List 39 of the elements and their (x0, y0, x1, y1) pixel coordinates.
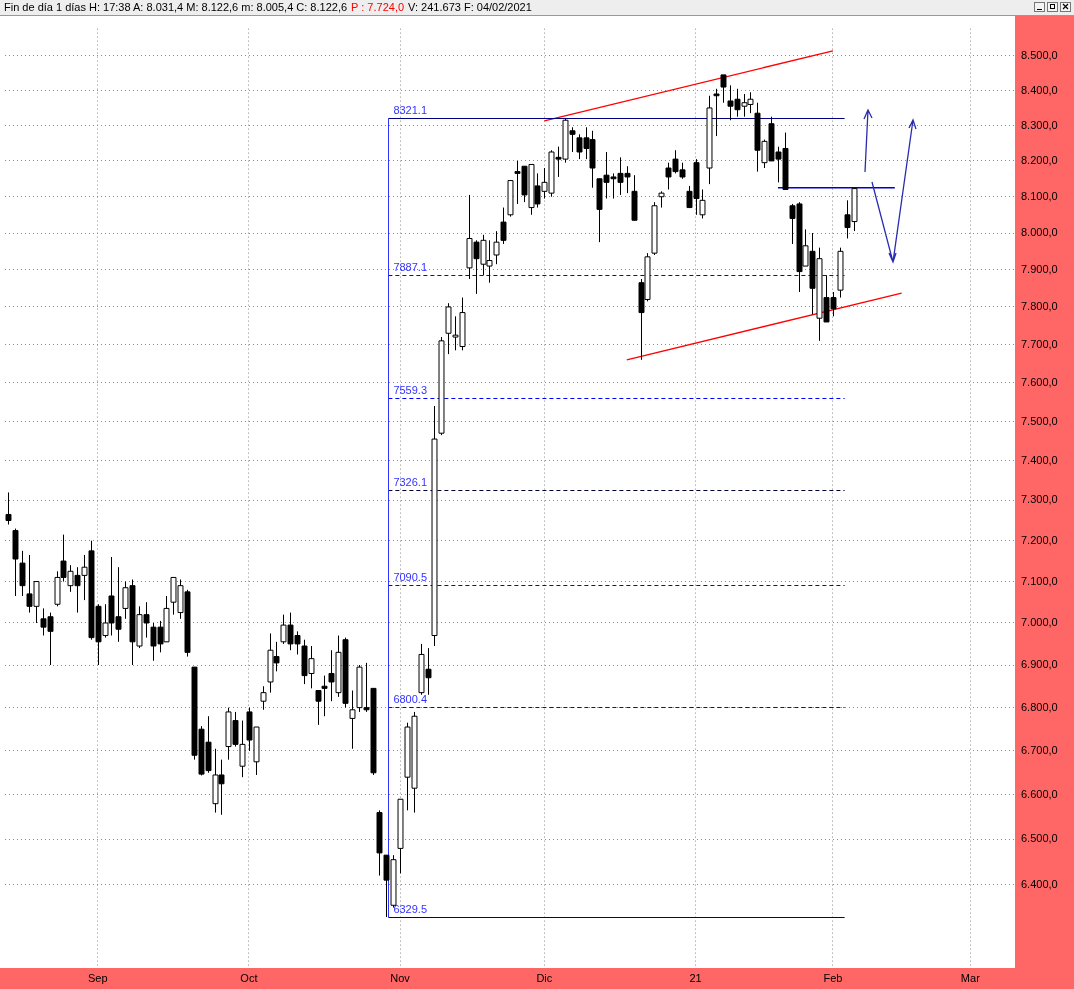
y-tick-label: 7.600,0 (1021, 375, 1058, 388)
y-tick-label: 7.000,0 (1021, 616, 1058, 629)
y-tick-label: 7.200,0 (1021, 533, 1058, 546)
x-tick-label: Feb (823, 971, 843, 984)
x-tick-label: Oct (240, 971, 258, 984)
ref-line-label: 7559.3 (393, 384, 428, 397)
ref-line-label: 6800.4 (393, 693, 428, 706)
ref-line-label: 8321.1 (393, 104, 428, 117)
y-tick-label: 7.100,0 (1021, 574, 1058, 587)
y-tick-label: 7.900,0 (1021, 262, 1058, 275)
x-tick-label: Dic (536, 971, 553, 984)
text: V: 241.673 F: 04/02/2021 (408, 1, 532, 13)
y-tick-label: 8.200,0 (1021, 153, 1058, 166)
y-tick-label: 8.100,0 (1021, 189, 1058, 202)
x-tick-label: Nov (390, 971, 411, 984)
chart-subtitle: P : 7.724,0 (351, 1, 405, 13)
ref-line-label: 6329.5 (393, 903, 428, 916)
y-tick-label: 7.400,0 (1021, 453, 1058, 466)
y-tick-label: 6.800,0 (1021, 700, 1058, 713)
ref-line-label: 7326.1 (393, 476, 428, 489)
x-tick-label: Mar (960, 971, 981, 984)
y-tick-label: 8.400,0 (1021, 83, 1058, 96)
ref-line-label: 7887.1 (393, 261, 428, 274)
y-tick-label: 8.300,0 (1021, 118, 1058, 131)
y-tick-label: 7.700,0 (1021, 337, 1058, 350)
y-tick-label: 6.400,0 (1021, 877, 1058, 890)
x-tick-label: Sep (87, 971, 108, 984)
x-tick-label: 21 (689, 971, 702, 984)
ref-line-label: 7090.5 (393, 571, 428, 584)
y-tick-label: 7.500,0 (1021, 414, 1058, 427)
y-tick-label: 6.700,0 (1021, 743, 1058, 756)
y-tick-label: 6.900,0 (1021, 658, 1058, 671)
y-tick-label: 7.800,0 (1021, 299, 1058, 312)
y-tick-label: 7.300,0 (1021, 493, 1058, 506)
y-tick-label: 8.500,0 (1021, 48, 1058, 61)
y-tick-label: 6.500,0 (1021, 832, 1058, 845)
chart-title: Fin de día 1 días H: 17:38 A: 8.031,4 M: 8.122,6 m: 8.005,4 C: 8.122,6 (4, 1, 348, 13)
y-tick-label: 8.000,0 (1021, 226, 1058, 239)
y-tick-label: 6.600,0 (1021, 787, 1058, 800)
